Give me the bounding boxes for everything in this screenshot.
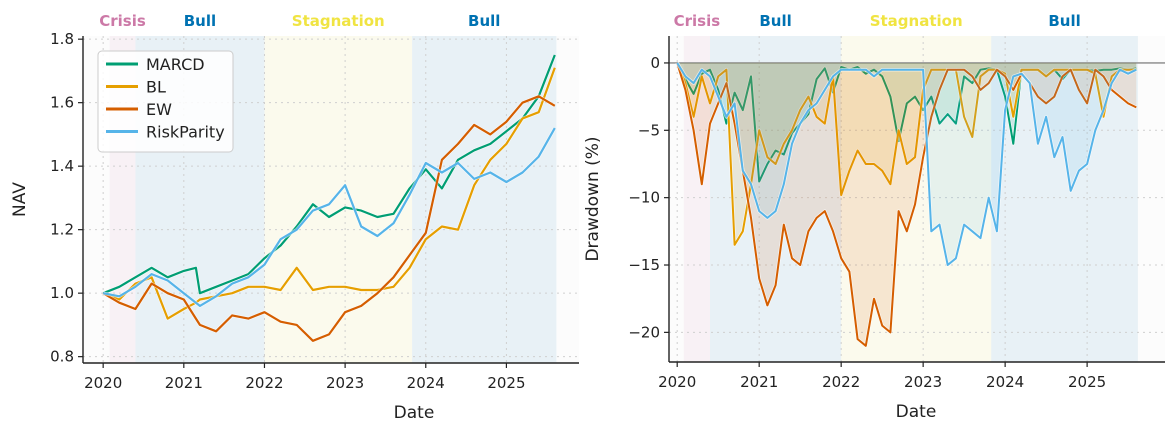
y-tick-label: 1.2 <box>50 221 74 239</box>
area-marcd <box>677 62 1137 182</box>
y-tick-label: 0 <box>650 54 660 72</box>
x-tick-label: 2022 <box>822 373 860 391</box>
x-tick-label: 2024 <box>407 374 445 392</box>
line-riskparity <box>676 62 1137 266</box>
regime-label-bull: Bull <box>468 12 500 30</box>
legend-label-riskparity: RiskParity <box>146 123 225 142</box>
line-marcd <box>102 54 556 295</box>
regime-label-bull: Bull <box>184 12 216 30</box>
area-bl <box>677 62 1137 245</box>
y-tick-label: 1.8 <box>50 30 74 48</box>
x-tick-label: 2025 <box>487 374 525 392</box>
y-tick-label: 1.6 <box>50 94 74 112</box>
y-tick-label: −10 <box>628 189 660 207</box>
y-axis-label: Drawdown (%) <box>583 136 603 261</box>
x-tick-label: 2020 <box>658 373 696 391</box>
line-bl <box>102 67 556 320</box>
y-axis-label: NAV <box>10 182 30 217</box>
y-tick-label: −5 <box>638 121 660 139</box>
regime-label-crisis: Crisis <box>674 12 721 30</box>
area-ew <box>677 62 1137 346</box>
y-tick-label: 1.4 <box>50 157 74 175</box>
legend-box <box>97 50 234 153</box>
line-riskparity <box>102 127 556 307</box>
x-tick-label: 2021 <box>740 373 778 391</box>
drawdown-chart: Crisis Bull Stagnation Bull 2020 2021 2022 2023… <box>583 12 1165 422</box>
x-tick-label: 2024 <box>986 373 1024 391</box>
area-riskparity <box>677 62 1137 266</box>
y-tick-label: 0.8 <box>50 348 74 366</box>
x-tick-label: 2022 <box>245 374 283 392</box>
line-bl <box>676 62 1137 246</box>
regime-label-bull: Bull <box>759 12 791 30</box>
x-axis-label: Date <box>394 403 435 423</box>
regime-band-stagnation <box>264 36 413 363</box>
regime-band-bull <box>412 36 557 363</box>
line-marcd <box>676 62 1137 183</box>
regime-label-stagnation: Stagnation <box>292 12 385 30</box>
regime-label-bull: Bull <box>1048 12 1080 30</box>
y-tick-label: −15 <box>628 256 660 274</box>
y-tick-label: 1.0 <box>50 284 74 302</box>
x-tick-label: 2020 <box>84 374 122 392</box>
regime-label-stagnation: Stagnation <box>870 12 963 30</box>
legend: MARCD BL EW RiskParity <box>97 50 234 153</box>
y-tick-label: −20 <box>628 323 660 341</box>
nav-chart: Crisis Bull Stagnation Bull 2020 2021 2022 2023… <box>10 12 579 423</box>
line-ew <box>676 62 1137 347</box>
legend-label-ew: EW <box>146 100 172 119</box>
x-tick-label: 2023 <box>326 374 364 392</box>
x-tick-label: 2023 <box>904 373 942 391</box>
line-ew <box>102 95 556 342</box>
legend-label-marcd: MARCD <box>146 55 205 74</box>
x-tick-label: 2025 <box>1068 373 1106 391</box>
legend-label-bl: BL <box>146 78 166 97</box>
x-tick-label: 2021 <box>165 374 203 392</box>
regime-label-crisis: Crisis <box>99 12 146 30</box>
x-axis-label: Date <box>896 402 937 422</box>
